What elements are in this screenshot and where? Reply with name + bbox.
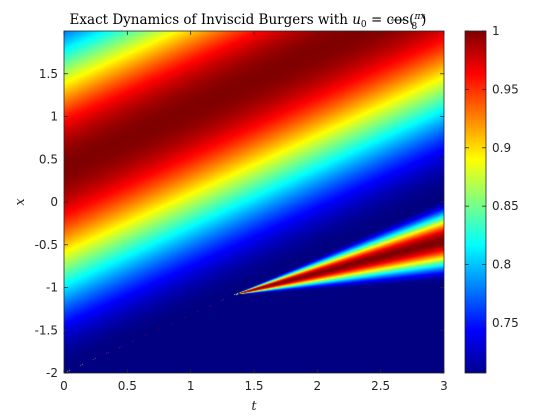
x-tick-label: 1.5 (244, 379, 263, 393)
x-tick-label: 0 (60, 379, 68, 393)
title-var: u (352, 12, 361, 28)
title-num: πx (413, 12, 425, 22)
colorbar-tick-label: 0.9 (492, 141, 511, 155)
title-close: ) (421, 12, 426, 28)
colorbar-tick-label: 1 (492, 24, 500, 38)
title-sub: 0 (361, 20, 367, 30)
colorbar-tick-label: 0.95 (492, 82, 519, 96)
chart-title: Exact Dynamics of Inviscid Burgers with … (70, 12, 427, 32)
svg-text:Exact Dynamics of Inviscid Bur: Exact Dynamics of Inviscid Burgers with … (70, 12, 427, 32)
colorbar-gradient (465, 31, 486, 373)
title-eq: = cos( (367, 12, 415, 28)
heatmap-image (64, 31, 444, 373)
colorbar-tick-label: 0.75 (492, 316, 519, 330)
x-tick-label: 1 (187, 379, 195, 393)
x-tick-label: 3 (440, 379, 448, 393)
title-lead: Exact Dynamics of Inviscid Burgers with (70, 12, 353, 28)
colorbar-ticks: 0.75 0.8 0.85 0.9 0.95 1 (465, 24, 519, 330)
x-axis: 0 0.5 1 1.5 2 2.5 3 (60, 31, 448, 393)
y-tick-label: 1.5 (39, 67, 58, 81)
y-tick-label: -0.5 (35, 238, 58, 252)
plot-area (63, 30, 445, 374)
y-tick-label: -2 (46, 366, 58, 380)
y-tick-label: -1 (46, 281, 58, 295)
colorbar-frame (464, 30, 487, 374)
colorbar-tick-label: 0.85 (492, 199, 519, 213)
y-tick-label: 0.5 (39, 152, 58, 166)
x-tick-label: 2.5 (371, 379, 390, 393)
title-den: 8 (411, 22, 417, 32)
y-tick-label: 0 (50, 195, 58, 209)
y-tick-label: 1 (50, 110, 58, 124)
y-axis: -2 -1.5 -1 -0.5 0 0.5 1 1.5 (35, 67, 444, 380)
colorbar: 0.75 0.8 0.85 0.9 0.95 1 (464, 24, 519, 374)
x-tick-label: 2 (314, 379, 322, 393)
y-tick-label: -1.5 (35, 323, 58, 337)
x-tick-label: 0.5 (118, 379, 137, 393)
colorbar-tick-label: 0.8 (492, 258, 511, 272)
x-axis-label: t (251, 399, 257, 414)
y-axis-label: x (13, 198, 28, 206)
